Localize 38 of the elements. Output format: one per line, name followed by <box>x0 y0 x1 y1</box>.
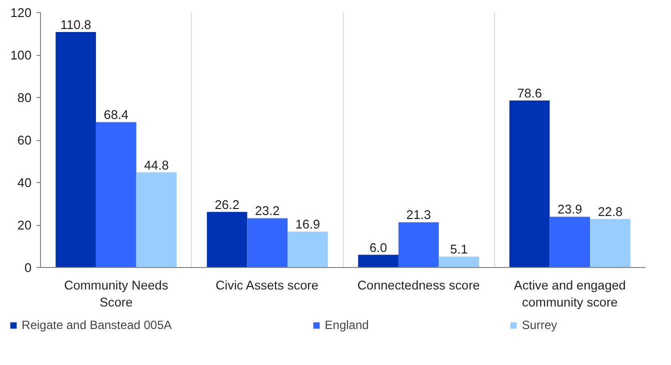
bar <box>136 172 177 268</box>
data-label: 23.2 <box>255 204 280 218</box>
y-tick-label: 120 <box>10 6 32 20</box>
y-tick-label: 60 <box>17 134 32 148</box>
bar <box>247 218 288 268</box>
x-tick-label: Connectedness score <box>357 278 480 292</box>
bar <box>288 232 328 268</box>
data-label: 22.8 <box>598 205 623 220</box>
bar <box>358 254 398 268</box>
bar <box>398 222 439 268</box>
data-label: 6.0 <box>369 240 388 255</box>
bar <box>590 219 630 268</box>
y-tick-label: 0 <box>24 261 32 275</box>
data-label: 78.6 <box>517 86 542 100</box>
x-tick-label: Civic Assets score <box>216 278 318 292</box>
legend-label: England <box>324 318 369 332</box>
x-tick-label: Active and engaged community score <box>514 278 626 310</box>
bar <box>96 122 136 268</box>
data-label: 26.2 <box>214 198 240 212</box>
bar <box>509 100 550 268</box>
bar <box>206 212 248 268</box>
data-label: 23.9 <box>558 202 582 217</box>
data-label: 68.4 <box>104 108 128 122</box>
y-tick-label: 100 <box>10 48 32 62</box>
bar <box>438 256 480 268</box>
data-label: 5.1 <box>450 242 468 257</box>
bar <box>550 216 590 268</box>
x-tick-label: Community Needs Score <box>64 278 168 310</box>
data-label: 110.8 <box>60 18 92 32</box>
y-tick-label: 20 <box>17 218 32 232</box>
y-tick-label: 40 <box>17 176 32 190</box>
data-label: 21.3 <box>406 208 431 222</box>
legend-label: Surrey <box>522 318 558 332</box>
legend-label: Reigate and Banstead 005A <box>22 318 172 332</box>
y-tick-label: 80 <box>17 91 32 105</box>
bar <box>56 32 96 268</box>
data-label: 44.8 <box>144 158 169 172</box>
data-label: 16.9 <box>295 218 320 232</box>
